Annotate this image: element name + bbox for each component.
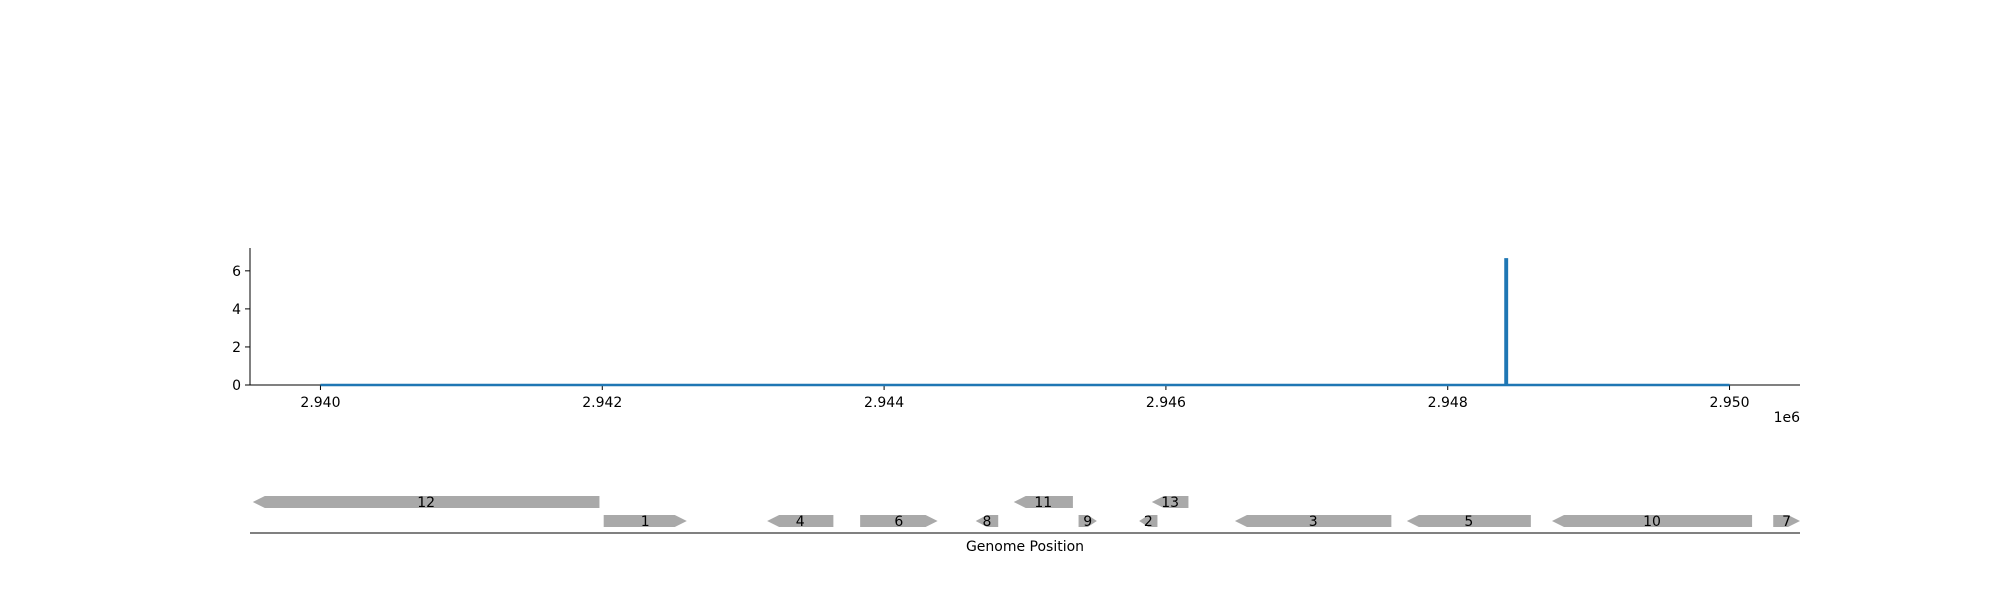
gene-arrow: [1151, 496, 1189, 508]
x-tick-label: 2.944: [864, 395, 904, 411]
gene-label: 1: [641, 514, 650, 530]
x-tick-label: 2.948: [1428, 395, 1468, 411]
gene-arrow: [1139, 515, 1158, 527]
gene-arrow: [603, 515, 687, 527]
gene-label: 7: [1782, 514, 1791, 530]
gene-label: 10: [1643, 514, 1661, 530]
x-offset-label: 1e6: [1774, 410, 1801, 426]
x-tick-label: 2.942: [582, 395, 622, 411]
gene-label: 5: [1464, 514, 1473, 530]
gene-arrow: [1078, 515, 1097, 527]
gene-arrow: [767, 515, 834, 527]
gene-label: 8: [982, 514, 991, 530]
x-ticks: 2.940 2.942 2.944 2.946 2.948 2.950: [300, 385, 1750, 411]
gene-track: 12 1 4 6 8 11 9 2 13 3 5 10 7 Genome Position: [250, 495, 1800, 555]
gene-label: 9: [1083, 514, 1092, 530]
y-ticks: 0 2 4 6: [232, 264, 250, 394]
gene-label: 2: [1144, 514, 1153, 530]
gene-label: 12: [417, 495, 435, 511]
x-tick-label: 2.940: [300, 395, 340, 411]
y-tick-label: 4: [232, 302, 241, 318]
gene-arrow: [1552, 515, 1753, 527]
gene-label: 11: [1034, 495, 1052, 511]
gene-arrow: [252, 496, 600, 508]
series-group: [320, 258, 1730, 387]
x-axis-title: Genome Position: [966, 539, 1084, 555]
y-tick-label: 2: [232, 340, 241, 356]
gene-label: 3: [1309, 514, 1318, 530]
gene-arrow: [1234, 515, 1392, 527]
x-tick-label: 2.946: [1146, 395, 1186, 411]
gene-arrow: [1406, 515, 1531, 527]
gene-label: 4: [796, 514, 805, 530]
coverage-line: [320, 258, 1730, 387]
gene-label: 13: [1161, 495, 1179, 511]
gene-arrow: [1013, 496, 1073, 508]
gene-label: 6: [894, 514, 903, 530]
coverage-plot: 0 2 4 6 2.940 2.942 2.944 2.946 2.948 2.950 1e6: [232, 248, 1800, 426]
y-tick-label: 0: [232, 378, 241, 394]
gene-arrow: [975, 515, 999, 527]
gene-arrow: [860, 515, 938, 527]
gene-features: 12 1 4 6 8 11 9 2 13 3 5 10 7: [252, 495, 1800, 530]
x-tick-label: 2.950: [1709, 395, 1749, 411]
y-tick-label: 6: [232, 264, 241, 280]
gene-arrow: [1773, 515, 1800, 527]
